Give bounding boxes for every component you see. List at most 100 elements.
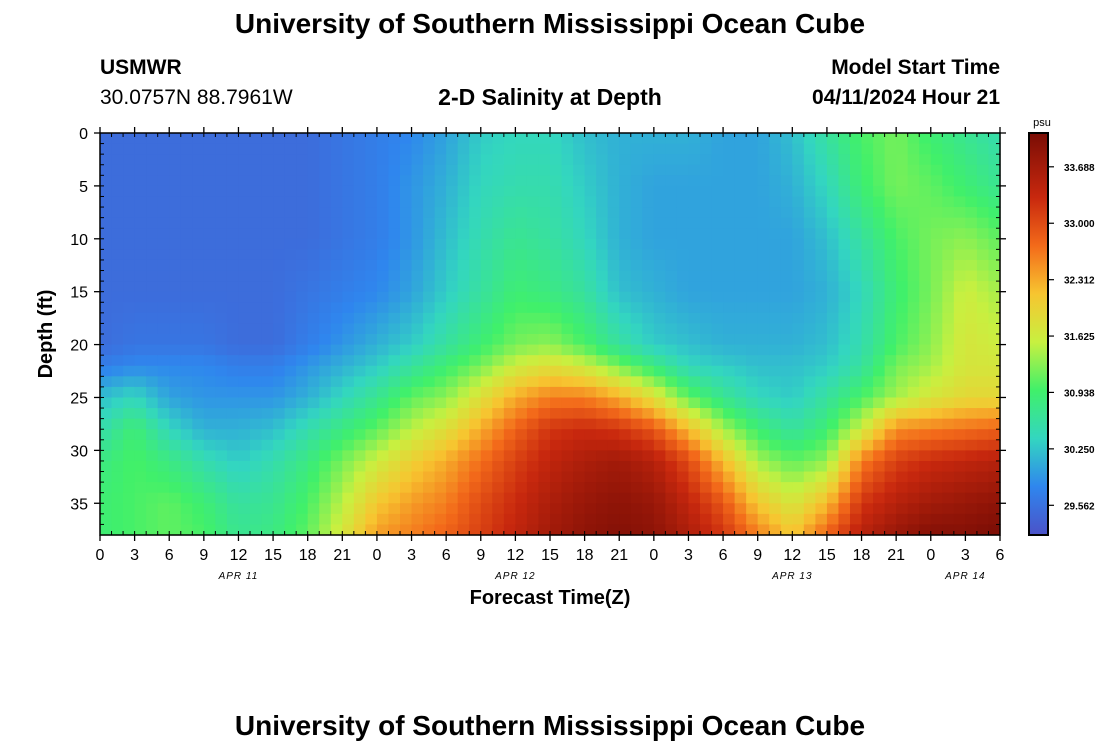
heatmap-cell	[411, 270, 424, 282]
heatmap-cell	[630, 323, 643, 335]
heatmap-cell	[688, 334, 701, 346]
heatmap-cell	[146, 450, 159, 462]
heatmap-cell	[907, 143, 920, 155]
heatmap-cell	[388, 228, 401, 240]
heatmap-cell	[515, 492, 528, 504]
heatmap-cell	[469, 259, 482, 272]
heatmap-cell	[884, 249, 897, 261]
heatmap-cell	[596, 408, 609, 420]
heatmap-cell	[526, 344, 540, 356]
heatmap-cell	[296, 281, 309, 293]
heatmap-cell	[815, 302, 828, 314]
heatmap-cell	[134, 143, 147, 155]
heatmap-cell	[965, 334, 978, 346]
heatmap-cell	[746, 281, 759, 293]
heatmap-cell	[146, 482, 159, 494]
heatmap-cell	[134, 133, 147, 145]
heatmap-cell	[769, 196, 782, 208]
heatmap-cell	[446, 323, 459, 335]
heatmap-cell	[250, 207, 263, 219]
heatmap-cell	[619, 302, 632, 314]
heatmap-cell	[192, 238, 205, 250]
heatmap-cell	[965, 207, 978, 219]
heatmap-cell	[296, 312, 309, 325]
heatmap-cell	[273, 143, 286, 155]
heatmap-cell	[930, 524, 943, 536]
heatmap-cell	[180, 429, 193, 441]
heatmap-cell	[226, 482, 240, 494]
heatmap-cell	[134, 376, 147, 388]
heatmap-cell	[596, 418, 609, 430]
heatmap-cell	[526, 164, 540, 176]
heatmap-cell	[676, 164, 690, 176]
heatmap-cell	[469, 429, 482, 441]
heatmap-cell	[330, 323, 343, 335]
heatmap-cell	[653, 503, 666, 515]
heatmap-cell	[134, 175, 147, 187]
heatmap-cell	[734, 460, 747, 473]
heatmap-cell	[850, 281, 863, 293]
heatmap-cell	[134, 408, 147, 420]
heatmap-cell	[896, 259, 909, 272]
heatmap-cell	[192, 334, 205, 346]
heatmap-cell	[388, 365, 401, 377]
heatmap-cell	[100, 450, 113, 462]
heatmap-cell	[930, 365, 943, 377]
heatmap-cell	[838, 386, 851, 399]
heatmap-cell	[434, 482, 447, 494]
heatmap-cell	[642, 503, 655, 515]
heatmap-cell	[838, 492, 851, 504]
heatmap-cell	[376, 471, 390, 483]
heatmap-cell	[526, 334, 540, 346]
heatmap-cell	[469, 418, 482, 430]
heatmap-cell	[550, 429, 563, 441]
heatmap-cell	[723, 429, 736, 441]
heatmap-cell	[307, 185, 320, 198]
heatmap-cell	[711, 492, 724, 504]
heatmap-cell	[157, 386, 170, 399]
x-tick-label: 21	[610, 547, 628, 564]
heatmap-cell	[723, 365, 736, 377]
heatmap-cell	[700, 397, 713, 409]
heatmap-cell	[446, 524, 459, 536]
heatmap-cell	[607, 154, 620, 166]
heatmap-cell	[607, 217, 620, 229]
heatmap-cell	[861, 492, 874, 504]
heatmap-cell	[550, 344, 563, 356]
heatmap-cell	[492, 503, 505, 515]
heatmap-cell	[792, 164, 805, 176]
heatmap-cell	[665, 365, 678, 377]
heatmap-cell	[388, 460, 401, 473]
heatmap-cell	[734, 492, 747, 504]
heatmap-cell	[769, 259, 782, 272]
colorbar-ticks: 33.68833.00032.31231.62530.93830.25029.5…	[1048, 163, 1095, 512]
heatmap-cell	[503, 439, 516, 451]
heatmap-cell	[400, 524, 413, 536]
heatmap-cell	[676, 291, 690, 303]
heatmap-cell	[353, 386, 366, 399]
heatmap-cell	[203, 291, 216, 303]
heatmap-cell	[238, 344, 251, 356]
heatmap-cell	[480, 344, 493, 356]
heatmap-cell	[826, 249, 840, 261]
heatmap-cell	[307, 259, 320, 272]
heatmap-cell	[526, 408, 540, 420]
heatmap-cell	[861, 471, 874, 483]
heatmap-cell	[619, 386, 632, 399]
heatmap-cell	[180, 154, 193, 166]
heatmap-cell	[688, 259, 701, 272]
heatmap-cell	[550, 376, 563, 388]
heatmap-cell	[873, 524, 886, 536]
heatmap-cell	[596, 164, 609, 176]
heatmap-cell	[676, 429, 690, 441]
heatmap-cell	[653, 164, 666, 176]
heatmap-cell	[780, 259, 793, 272]
heatmap-cell	[284, 238, 297, 250]
heatmap-cell	[365, 259, 378, 272]
heatmap-cell	[515, 460, 528, 473]
heatmap-cell	[573, 482, 586, 494]
heatmap-cell	[296, 460, 309, 473]
heatmap-cell	[238, 386, 251, 399]
heatmap-cell	[873, 185, 886, 198]
